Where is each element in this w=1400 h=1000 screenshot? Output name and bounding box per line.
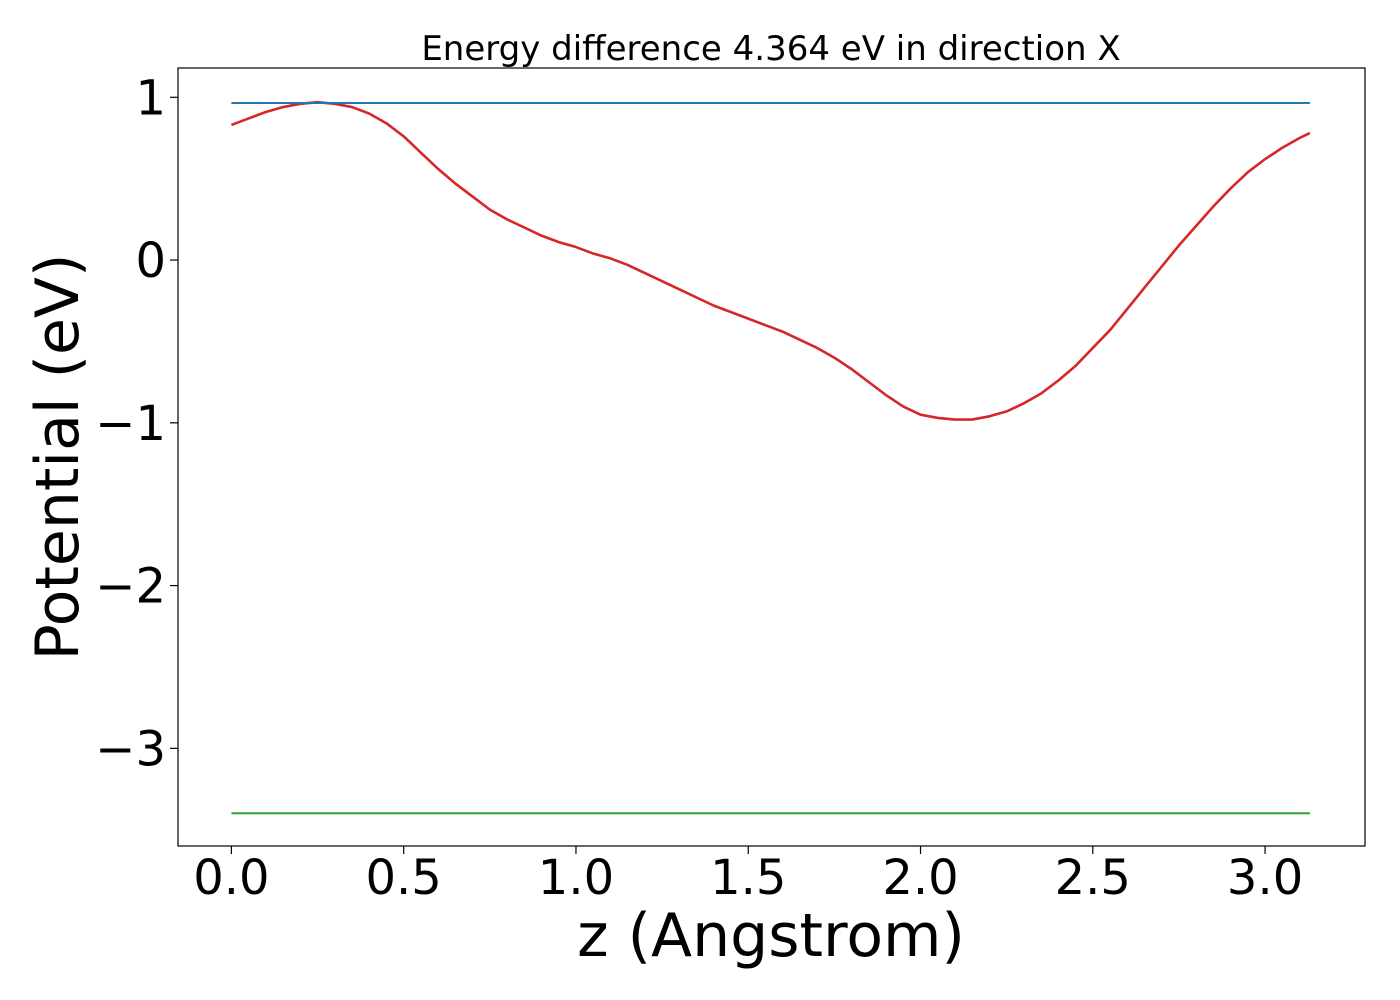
- plot-area: [178, 68, 1365, 846]
- chart-title: Energy difference 4.364 eV in direction …: [421, 29, 1120, 69]
- x-axis-label: z (Angstrom): [577, 901, 965, 971]
- plot-frame: [177, 67, 1366, 847]
- x-tick-label: 0.5: [366, 850, 442, 906]
- x-tick-label: 3.0: [1227, 850, 1303, 906]
- y-tick-label: 0: [135, 233, 166, 289]
- y-tick-label: −3: [95, 721, 166, 777]
- x-tick-label: 2.5: [1055, 850, 1131, 906]
- x-tick-label: 1.5: [710, 850, 786, 906]
- y-axis-ticks: 1 0 −1 −2 −3: [95, 70, 178, 777]
- x-tick-label: 1.0: [538, 850, 614, 906]
- y-axis-label: Potential (eV): [23, 254, 93, 661]
- x-tick-label: 2.0: [882, 850, 958, 906]
- x-axis-ticks: 0.0 0.5 1.0 1.5 2.0 2.5 3.0: [193, 846, 1303, 906]
- x-tick-label: 0.0: [193, 850, 269, 906]
- y-tick-label: −1: [95, 396, 166, 452]
- series-line-0: [230, 100, 1311, 421]
- y-tick-label: −2: [95, 559, 166, 615]
- y-tick-label: 1: [135, 70, 166, 126]
- series-layer: [230, 100, 1311, 815]
